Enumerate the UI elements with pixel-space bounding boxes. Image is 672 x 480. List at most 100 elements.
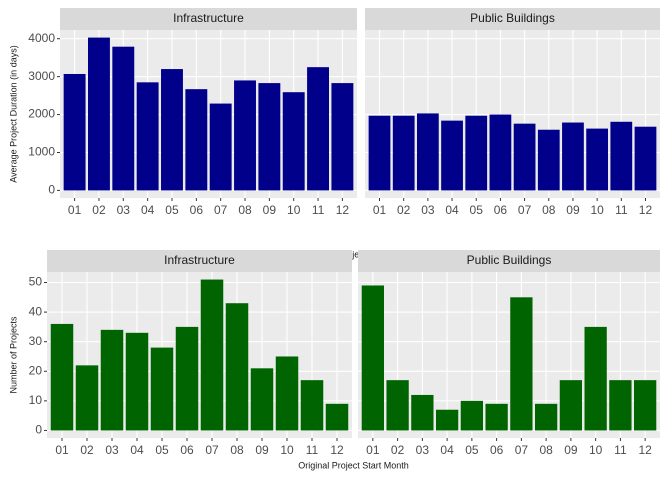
bar bbox=[307, 67, 330, 191]
x-tick-label: 03 bbox=[421, 203, 435, 217]
bar bbox=[465, 115, 488, 191]
facet-title: Public Buildings bbox=[467, 253, 552, 267]
x-tick-label: 12 bbox=[336, 203, 350, 217]
bar bbox=[87, 37, 110, 191]
x-axis-label: Original Project Start Month bbox=[298, 460, 409, 470]
x-tick-label: 12 bbox=[639, 203, 653, 217]
x-tick-label: 01 bbox=[68, 203, 82, 217]
strip-background bbox=[60, 8, 357, 30]
bar bbox=[411, 394, 434, 431]
bar bbox=[150, 347, 174, 431]
x-tick-label: 08 bbox=[542, 203, 556, 217]
facet-title: Public Buildings bbox=[470, 11, 555, 25]
x-tick-label: 11 bbox=[312, 203, 325, 217]
x-tick-label: 02 bbox=[80, 443, 94, 457]
bar bbox=[63, 73, 86, 191]
x-tick-label: 08 bbox=[230, 443, 244, 457]
x-tick-label: 04 bbox=[440, 443, 454, 457]
x-tick-label: 09 bbox=[263, 203, 277, 217]
x-tick-label: 06 bbox=[490, 443, 504, 457]
x-tick-label: 01 bbox=[55, 443, 69, 457]
bar bbox=[136, 82, 159, 191]
x-tick-label: 12 bbox=[638, 443, 652, 457]
y-tick-label: 50 bbox=[29, 275, 43, 289]
x-tick-label: 11 bbox=[306, 443, 319, 457]
y-tick-label: 10 bbox=[29, 393, 43, 407]
x-tick-label: 07 bbox=[205, 443, 219, 457]
bar bbox=[325, 403, 349, 431]
bar bbox=[300, 380, 324, 431]
bar bbox=[485, 403, 508, 431]
y-tick-label: 0 bbox=[35, 423, 42, 437]
x-tick-label: 02 bbox=[397, 203, 411, 217]
bar bbox=[586, 128, 609, 191]
x-tick-label: 04 bbox=[141, 203, 155, 217]
bar bbox=[282, 92, 305, 191]
x-tick-label: 02 bbox=[391, 443, 405, 457]
x-tick-label: 04 bbox=[130, 443, 144, 457]
strip-background bbox=[47, 250, 352, 272]
x-tick-label: 01 bbox=[366, 443, 380, 457]
bar bbox=[537, 129, 560, 191]
bar bbox=[361, 285, 384, 431]
bar bbox=[275, 356, 299, 431]
bar bbox=[460, 400, 484, 431]
x-tick-label: 07 bbox=[515, 443, 529, 457]
bar bbox=[392, 115, 415, 191]
x-tick-label: 09 bbox=[255, 443, 269, 457]
x-tick-label: 03 bbox=[416, 443, 430, 457]
bar bbox=[125, 332, 149, 431]
bar bbox=[559, 380, 583, 431]
x-tick-label: 10 bbox=[590, 203, 604, 217]
facet-title: Infrastructure bbox=[164, 253, 235, 267]
bar bbox=[584, 326, 607, 431]
x-tick-label: 02 bbox=[92, 203, 106, 217]
bar bbox=[534, 403, 558, 431]
bar bbox=[234, 80, 256, 191]
y-tick-label: 4000 bbox=[28, 31, 55, 45]
bar bbox=[368, 115, 391, 191]
bar bbox=[386, 380, 409, 431]
bar bbox=[250, 368, 274, 431]
y-tick-label: 0 bbox=[48, 183, 55, 197]
y-tick-label: 3000 bbox=[28, 69, 55, 83]
bar bbox=[225, 303, 249, 431]
y-tick-label: 1000 bbox=[28, 145, 55, 159]
x-tick-label: 05 bbox=[155, 443, 169, 457]
strip-background bbox=[365, 8, 660, 30]
x-tick-label: 09 bbox=[566, 203, 580, 217]
x-tick-label: 10 bbox=[280, 443, 294, 457]
y-tick-label: 30 bbox=[29, 334, 43, 348]
x-tick-label: 06 bbox=[180, 443, 194, 457]
y-axis-label: Number of Projects bbox=[8, 316, 18, 394]
bar bbox=[50, 323, 74, 431]
bar bbox=[258, 83, 281, 191]
bar bbox=[510, 297, 533, 431]
x-tick-label: 05 bbox=[470, 203, 484, 217]
bar bbox=[441, 120, 463, 191]
bar bbox=[416, 113, 439, 191]
x-tick-label: 10 bbox=[287, 203, 301, 217]
x-tick-label: 05 bbox=[465, 443, 479, 457]
bar bbox=[634, 126, 657, 191]
bar bbox=[435, 409, 459, 431]
strip-background bbox=[358, 250, 660, 272]
bar bbox=[200, 279, 224, 431]
x-tick-label: 12 bbox=[330, 443, 344, 457]
x-tick-label: 08 bbox=[539, 443, 553, 457]
bar bbox=[209, 103, 232, 191]
bar bbox=[100, 329, 124, 431]
x-tick-label: 03 bbox=[117, 203, 131, 217]
bar bbox=[75, 365, 99, 431]
x-tick-label: 06 bbox=[494, 203, 508, 217]
x-tick-label: 11 bbox=[615, 203, 628, 217]
x-tick-label: 11 bbox=[614, 443, 627, 457]
y-axis-label: Average Project Duration (in days) bbox=[8, 45, 18, 182]
x-tick-label: 04 bbox=[445, 203, 459, 217]
bar bbox=[610, 121, 633, 191]
x-tick-label: 10 bbox=[589, 443, 603, 457]
bar bbox=[161, 69, 183, 191]
facet-title: Infrastructure bbox=[173, 11, 244, 25]
